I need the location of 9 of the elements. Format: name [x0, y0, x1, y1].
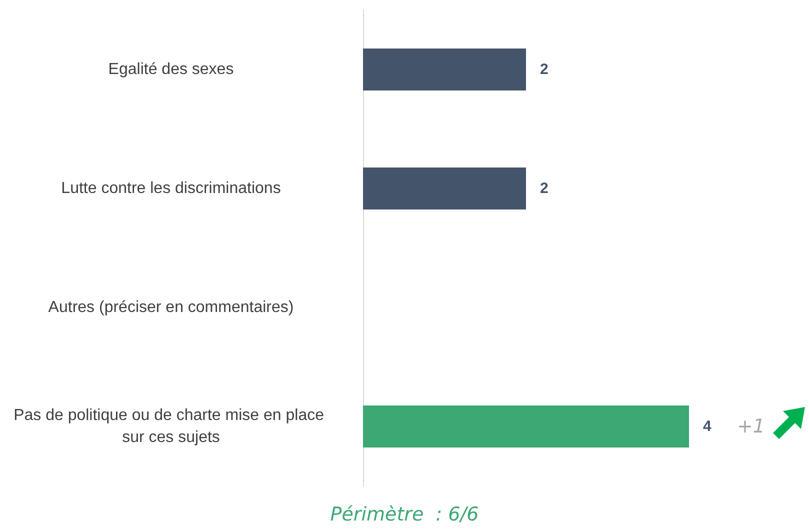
y-tick-label: Pas de politique ou de charte mise en place sur ces sujets [14, 407, 328, 446]
y-tick-label: Lutte contre les discriminations [61, 180, 281, 197]
y-tick-label: Egalité des sexes [108, 61, 234, 78]
data-label: 4 [703, 418, 712, 435]
data-label: 2 [540, 61, 548, 78]
text: Périmètre : 6/6 [330, 504, 479, 526]
data-label: 2 [540, 180, 548, 197]
annotation: +1 [737, 416, 766, 438]
y-tick-label: Autres (préciser en commentaires) [48, 299, 294, 316]
